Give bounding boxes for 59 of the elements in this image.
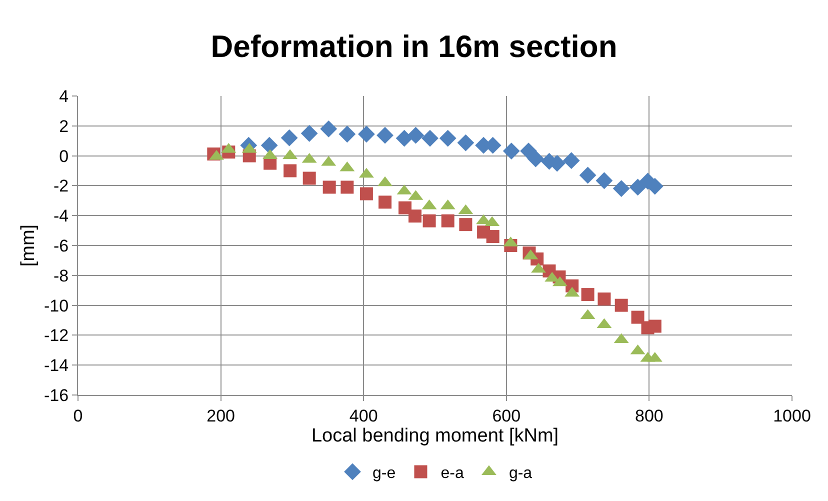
- point: [422, 130, 438, 147]
- point: [439, 130, 456, 147]
- point: [441, 214, 454, 228]
- point: [358, 126, 375, 143]
- y-tick-label: -12: [44, 326, 69, 346]
- y-axis-title: [mm]: [18, 224, 39, 267]
- point: [407, 126, 424, 144]
- point: [596, 172, 613, 190]
- point: [322, 180, 336, 194]
- point: [398, 201, 412, 214]
- x-axis-title: Local bending moment [kNm]: [311, 425, 559, 446]
- point: [340, 180, 354, 194]
- point: [612, 180, 630, 197]
- point: [631, 310, 644, 324]
- legend-label: g-e: [372, 464, 396, 482]
- y-tick-label: -14: [44, 356, 69, 376]
- point: [629, 178, 646, 196]
- y-tick-label: 2: [59, 116, 69, 136]
- x-tick-label: 200: [206, 406, 235, 426]
- point: [300, 124, 318, 142]
- point: [280, 129, 298, 146]
- x-tick-label: 1000: [773, 406, 811, 426]
- point: [408, 210, 422, 223]
- point: [378, 196, 392, 209]
- y-tick-label: -6: [53, 236, 69, 256]
- point: [457, 134, 474, 152]
- point: [459, 218, 472, 232]
- x-tick-label: 800: [635, 406, 664, 426]
- legend-label: g-a: [508, 464, 532, 482]
- point: [360, 187, 373, 200]
- point: [320, 120, 338, 138]
- point: [302, 172, 316, 185]
- point: [598, 292, 611, 306]
- legend-label: e-a: [440, 464, 464, 482]
- chart-title: Deformation in 16m section: [210, 28, 618, 64]
- point: [579, 166, 596, 184]
- y-tick-label: -10: [44, 296, 69, 316]
- y-tick-label: 4: [59, 86, 69, 106]
- x-tick-label: 600: [492, 406, 521, 426]
- y-tick-label: -16: [44, 386, 69, 405]
- point: [614, 298, 628, 312]
- y-tick-label: -8: [53, 266, 69, 286]
- x-tick-label: 0: [73, 406, 83, 426]
- y-tick-label: -2: [53, 176, 69, 196]
- point: [562, 152, 580, 170]
- point: [260, 136, 278, 154]
- x-tick-label: 400: [349, 406, 378, 426]
- point: [422, 214, 436, 228]
- y-tick-label: -4: [53, 206, 69, 226]
- point: [581, 288, 594, 302]
- point: [284, 164, 297, 178]
- point: [527, 150, 544, 168]
- point: [338, 126, 356, 143]
- point: [486, 230, 500, 244]
- point: [396, 130, 413, 147]
- point: [648, 320, 662, 333]
- y-tick-label: 0: [59, 146, 69, 166]
- point: [502, 142, 520, 160]
- point: [376, 126, 394, 144]
